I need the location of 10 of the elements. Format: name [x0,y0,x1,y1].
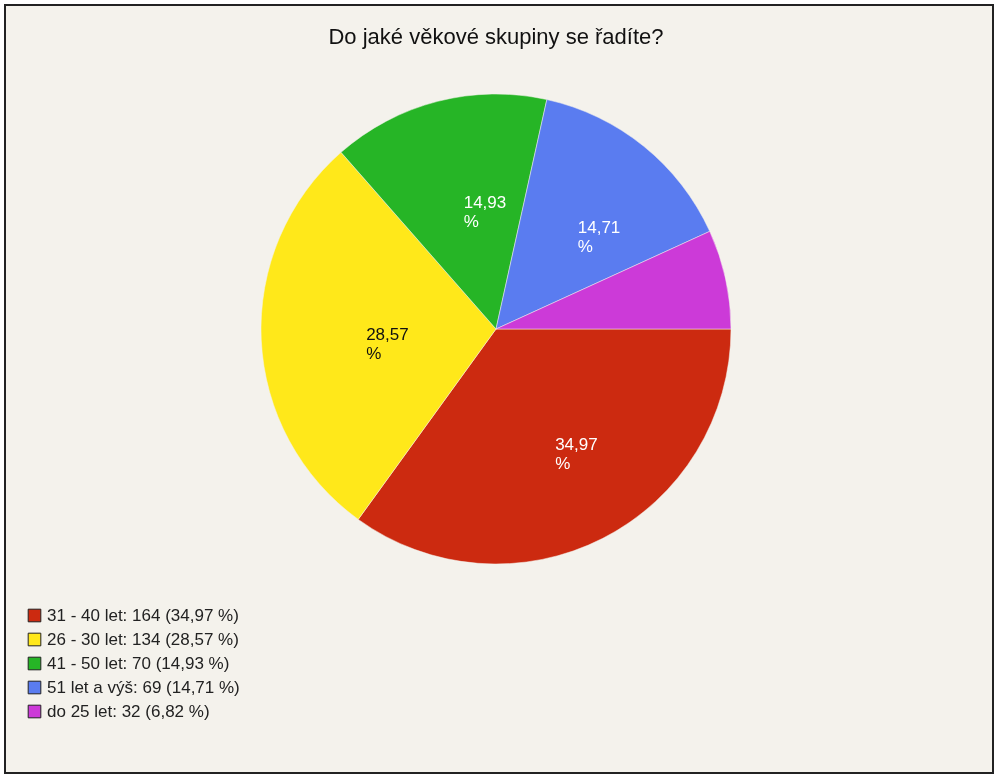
legend-label: 26 - 30 let: 134 (28,57 %) [47,629,239,649]
legend-label: 41 - 50 let: 70 (14,93 %) [47,653,230,673]
data-label: 14,71 % [577,217,621,256]
legend-label: do 25 let: 32 (6,82 %) [47,701,210,721]
chart-title: Do jaké věkové skupiny se řadíte? [328,24,664,49]
data-label: 28,57 % [366,325,409,364]
legend-label: 31 - 40 let: 164 (34,97 %) [47,605,239,625]
data-label: 34,97 % [555,434,598,473]
data-label: 14,93 % [463,193,507,232]
legend-label: 51 let a výš: 69 (14,71 %) [47,677,240,697]
